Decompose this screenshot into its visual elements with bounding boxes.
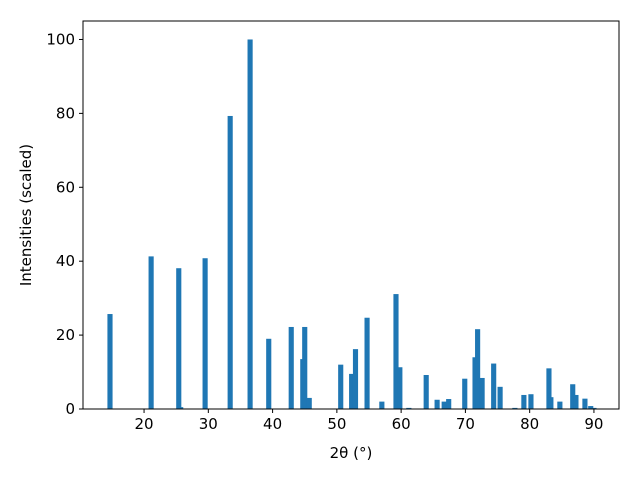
bar	[570, 384, 576, 409]
y-axis-label: Intensities (scaled)	[17, 144, 35, 286]
y-tick-label: 80	[56, 104, 75, 122]
bar	[338, 364, 344, 409]
bar	[397, 367, 403, 409]
bar	[306, 397, 312, 409]
y-tick-label: 60	[56, 178, 75, 196]
x-tick-label: 30	[199, 415, 218, 433]
bar	[491, 363, 497, 409]
bar	[497, 386, 503, 409]
bar	[379, 401, 385, 409]
x-tick-label: 20	[135, 415, 154, 433]
bar	[441, 401, 447, 409]
bar	[352, 349, 359, 409]
y-tick-label: 20	[56, 326, 75, 344]
bar	[247, 39, 253, 409]
bar	[462, 378, 468, 409]
bar	[107, 314, 113, 409]
bar	[288, 326, 294, 409]
y-tick-label: 100	[46, 30, 75, 48]
bar	[266, 338, 272, 409]
bar	[178, 407, 184, 409]
x-tick-label: 70	[456, 415, 475, 433]
bar	[475, 329, 481, 409]
bar	[176, 268, 182, 409]
bar	[227, 115, 233, 409]
x-tick-label: 40	[263, 415, 282, 433]
bar	[302, 326, 308, 409]
x-tick-label: 80	[520, 415, 539, 433]
bar	[446, 399, 452, 409]
bar	[148, 256, 154, 409]
bar	[406, 407, 412, 409]
bar	[546, 368, 552, 409]
bar	[364, 317, 370, 409]
bar	[528, 394, 534, 409]
x-tick-label: 90	[584, 415, 603, 433]
bar	[512, 407, 518, 409]
x-axis-label: 2θ (°)	[330, 444, 373, 462]
bar	[591, 407, 597, 409]
bar	[573, 394, 579, 409]
bar	[202, 258, 208, 409]
x-tick-label: 50	[327, 415, 346, 433]
y-tick-label: 0	[65, 400, 75, 418]
bar	[349, 373, 355, 409]
bar	[588, 406, 594, 409]
bar	[548, 397, 554, 409]
bar	[479, 377, 485, 409]
bar	[434, 399, 440, 409]
bar	[557, 401, 563, 409]
x-tick-label: 60	[392, 415, 411, 433]
bar	[393, 294, 399, 409]
bar	[423, 375, 429, 409]
plot-frame	[82, 20, 620, 410]
bar	[521, 394, 527, 409]
y-tick-label: 40	[56, 252, 75, 270]
bar	[582, 398, 588, 409]
